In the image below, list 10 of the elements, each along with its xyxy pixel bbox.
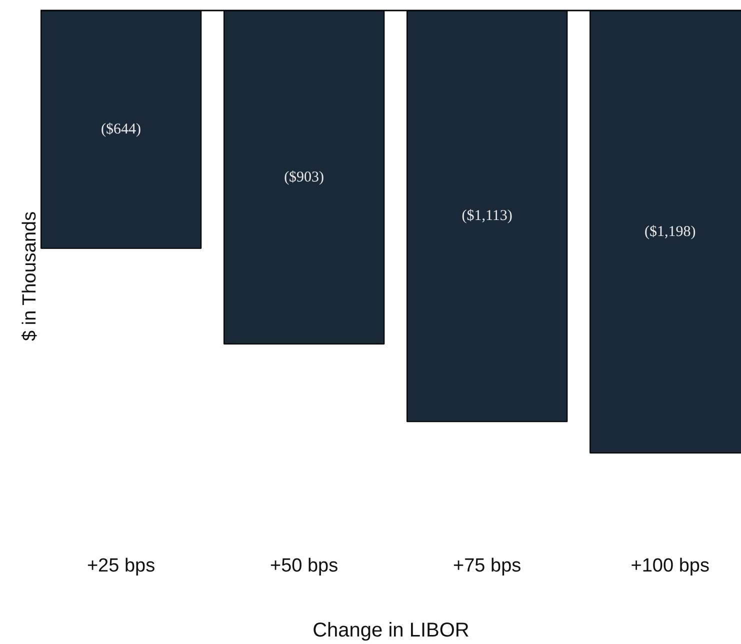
data-label: ($644) — [101, 121, 142, 138]
x-axis-title: Change in LIBOR — [312, 620, 470, 642]
data-label: ($1,113) — [462, 208, 512, 224]
x-tick-label: +100 bps — [630, 556, 710, 576]
y-axis-title: $ in Thousands — [20, 211, 40, 341]
x-tick-label: +25 bps — [86, 556, 156, 576]
x-tick-label: +50 bps — [270, 556, 338, 576]
data-label: ($1,198) — [644, 224, 696, 240]
x-tick-label: +75 bps — [453, 556, 522, 576]
data-label: ($903) — [284, 169, 324, 186]
